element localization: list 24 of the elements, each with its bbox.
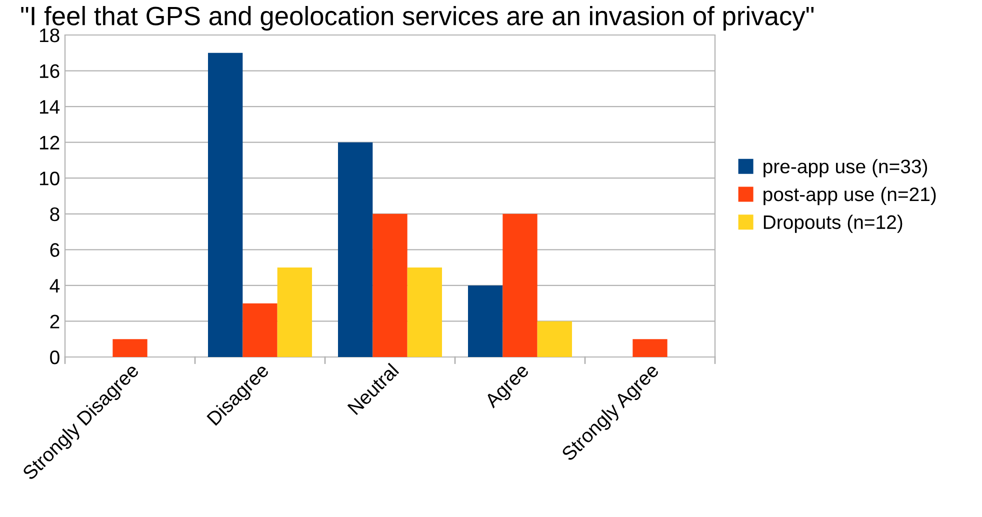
bar — [407, 268, 442, 357]
y-tick-label: 14 — [40, 100, 60, 114]
bar — [537, 321, 572, 357]
y-tick-label: 8 — [50, 207, 60, 222]
y-tick-label: 2 — [50, 314, 60, 328]
y-tick-label: 16 — [40, 64, 60, 78]
legend-label: pre-app use (n=33) — [764, 159, 928, 178]
bar — [468, 285, 503, 357]
bar — [112, 339, 148, 357]
y-tick-label: 10 — [40, 172, 60, 186]
bar — [277, 268, 312, 357]
bar — [208, 52, 243, 357]
y-tick-label: 18 — [40, 28, 60, 42]
y-tick-label: 4 — [50, 279, 60, 292]
y-tick-label: 6 — [50, 243, 60, 257]
bar — [632, 339, 668, 357]
bar — [372, 214, 408, 357]
bar — [338, 142, 373, 357]
legend-label: post-app use (n=21) — [764, 186, 936, 206]
legend-label: Dropouts (n=12) — [764, 214, 902, 233]
bar — [242, 303, 278, 357]
y-tick-label: 12 — [40, 136, 60, 150]
y-tick-label: 0 — [50, 350, 60, 364]
bar — [502, 214, 538, 357]
